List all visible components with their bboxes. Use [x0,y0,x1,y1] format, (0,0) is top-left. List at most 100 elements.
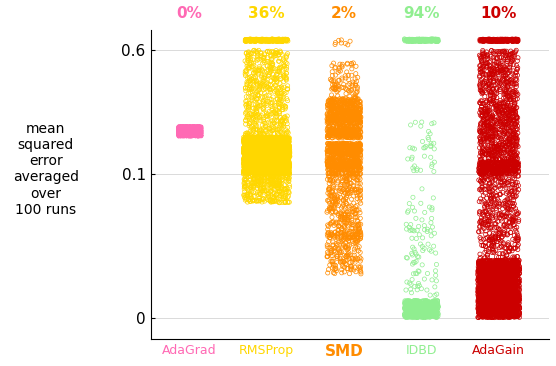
Point [497,308,506,314]
Point [256,143,265,149]
Point [335,220,344,225]
Point [349,267,358,273]
Point [493,203,502,209]
Point [246,81,255,87]
Point [498,264,507,270]
Point [491,111,500,116]
Point [515,296,524,302]
Point [508,305,517,311]
Point [273,144,282,150]
Point [495,288,504,294]
Point [277,155,286,161]
Point [193,124,202,130]
Point [182,131,191,137]
Point [505,303,514,309]
Point [252,153,261,159]
Point [329,85,338,91]
Point [255,147,264,153]
Point [279,156,287,161]
Point [348,142,356,148]
Point [494,203,503,209]
Point [251,166,260,172]
Point [284,153,292,159]
Point [267,161,276,167]
Point [323,222,332,228]
Point [504,273,513,279]
Point [507,168,515,173]
Point [283,37,292,43]
Point [509,264,518,270]
Point [480,276,489,282]
Point [188,132,197,138]
Point [405,38,414,44]
Point [333,220,342,226]
Point [413,308,422,314]
Point [478,130,486,136]
Point [183,131,192,137]
Point [500,310,509,315]
Point [494,269,503,275]
Point [488,296,497,302]
Point [504,269,513,274]
Point [324,173,333,179]
Point [281,38,290,44]
Point [474,283,483,288]
Point [247,168,256,174]
Point [190,132,199,138]
Point [191,125,200,131]
Point [173,132,182,138]
Point [183,130,192,135]
Point [481,258,490,264]
Point [185,126,194,132]
Point [513,165,522,171]
Point [407,37,416,43]
Point [488,167,497,172]
Point [280,147,289,153]
Point [335,147,344,153]
Point [282,162,291,168]
Point [503,314,512,320]
Point [351,152,360,158]
Point [474,300,483,306]
Point [189,125,198,131]
Point [249,138,258,144]
Point [254,155,262,161]
Point [354,126,363,132]
Point [486,294,495,299]
Point [282,152,291,158]
Point [326,131,335,137]
Point [507,139,516,145]
Point [271,152,280,157]
Point [250,111,259,117]
Point [482,307,491,313]
Point [483,135,492,141]
Point [282,169,291,175]
Point [181,127,190,132]
Point [252,109,261,115]
Point [489,285,498,291]
Point [486,284,495,290]
Point [344,254,353,259]
Point [432,278,441,284]
Point [285,161,294,167]
Point [250,189,259,195]
Point [247,136,256,142]
Point [349,235,358,241]
Point [345,152,354,157]
Point [492,262,500,268]
Point [513,156,522,161]
Point [484,136,493,142]
Point [193,126,202,131]
Point [182,127,191,133]
Point [188,131,197,137]
Point [509,197,518,203]
Point [190,132,198,138]
Point [259,183,268,189]
Point [478,292,486,298]
Point [173,128,182,134]
Point [346,123,355,129]
Point [267,144,276,150]
Point [259,165,268,171]
Point [280,137,289,143]
Point [184,130,193,136]
